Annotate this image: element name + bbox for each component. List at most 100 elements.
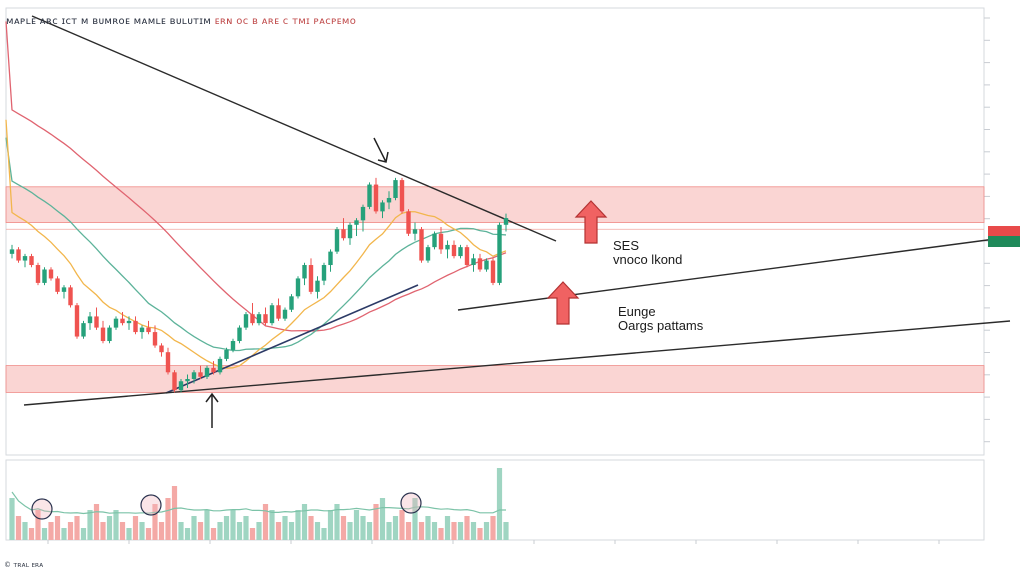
volume-bar [54,516,61,540]
candle-body [120,318,125,324]
volume-bar [496,468,503,540]
volume-bar [451,522,457,540]
candle-body [289,296,294,310]
candle-body [308,265,314,292]
candle-body [29,256,34,266]
candle-body [94,316,99,328]
volume-bar [262,504,269,540]
candle-body [185,379,190,382]
candle-body [68,287,73,306]
volume-marker-1 [31,498,53,520]
candle-body [81,323,86,337]
volume-bar [41,528,48,540]
candle-body [198,372,203,377]
volume-bar [113,510,119,540]
volume-bars [9,468,509,540]
volume-bar [126,528,132,540]
volume-bar [321,528,327,540]
volume-bar [483,522,490,540]
volume-bar [191,516,197,540]
candle-body [471,258,476,266]
candle-body [178,381,184,391]
candle-body [217,358,223,373]
volume-bar [204,510,210,540]
ma-red-line [5,21,507,332]
candle-body [328,251,333,266]
current-price-tag-red [988,226,1020,237]
candle-body [107,327,112,342]
candle-body [334,229,340,252]
volume-bar [275,522,282,540]
candle-body [87,316,93,324]
pointer-arrow-down [373,137,389,163]
candle-body [172,372,177,391]
candle-body [373,184,379,212]
chart-title: ᴍᴀᴘʟᴇ ᴀʀᴄ ɪᴄᴛ ᴍ ʙᴜᴍʀᴏᴇ ᴍᴀᴍʟᴇ ʙᴜʟᴜᴛɪᴍ [6,16,212,27]
volume-bar [230,510,236,540]
volume-bar [379,498,386,540]
volume-bar [28,528,35,540]
volume-bar [67,522,74,540]
volume-bar [35,510,41,540]
volume-bar [399,510,405,540]
candle-body [126,320,132,324]
volume-bar [15,516,22,540]
candle-body [412,229,418,234]
footer-watermark: © ᴛʀᴀʟ ᴇʀᴀ [4,561,44,569]
candle-body [315,280,320,292]
candle-body [321,265,327,281]
price-pane-border [5,7,985,456]
candle-body [61,287,67,292]
volume-bar [373,504,379,540]
candle-body [386,197,392,203]
candle-body [159,345,164,353]
volume-bar [405,522,412,540]
candle-body [211,367,216,373]
candle-body [139,327,145,333]
range-note-line2: Oargs pattams [618,318,704,333]
volume-bar [360,516,366,540]
chart-subtitle: ᴇʀɴ ᴏᴄ ʙ ᴀʀᴇ ᴄ ᴛᴍɪ ᴘᴀᴄᴘᴇᴍᴏ [214,16,357,27]
volume-bar [418,522,425,540]
candle-body [432,233,437,248]
candle-body [503,218,509,225]
pointer-arrow-up [205,392,219,428]
volume-bar [340,516,347,540]
volume-bar [243,516,249,540]
candle-body [237,327,242,342]
candle-body [113,318,119,328]
volume-bar [93,504,100,540]
candle-body [165,352,171,373]
candle-body [16,249,21,261]
volume-bar [288,522,295,540]
zone-2 [5,365,985,393]
candle-body [230,341,236,350]
volume-bar [249,528,256,540]
volume-bar [269,510,275,540]
volume-bar [210,528,217,540]
volume-bar [80,528,87,540]
volume-bar [295,510,301,540]
candle-body [445,244,450,250]
volume-bar [152,504,158,540]
support-channel-lower [23,320,1011,406]
volume-bar [444,516,451,540]
current-price-tag-green [988,236,1020,247]
volume-bar [490,516,496,540]
candle-body [490,260,496,283]
volume-bar [9,498,15,540]
volume-bar [132,516,139,540]
volume-bar [139,522,145,540]
candle-body [269,305,275,324]
candle-body [438,233,444,250]
candle-body [367,184,372,207]
volume-bar [22,522,28,540]
volume-bar [100,522,106,540]
candle-body [204,367,210,377]
candle-body [477,258,483,270]
volume-bar [217,522,223,540]
candle-body [133,320,138,333]
annotation-arrows [205,137,608,428]
candle-body [152,332,158,346]
